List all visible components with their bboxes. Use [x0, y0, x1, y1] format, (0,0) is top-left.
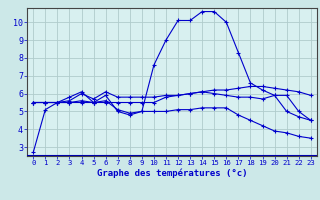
X-axis label: Graphe des températures (°c): Graphe des températures (°c) [97, 169, 247, 178]
